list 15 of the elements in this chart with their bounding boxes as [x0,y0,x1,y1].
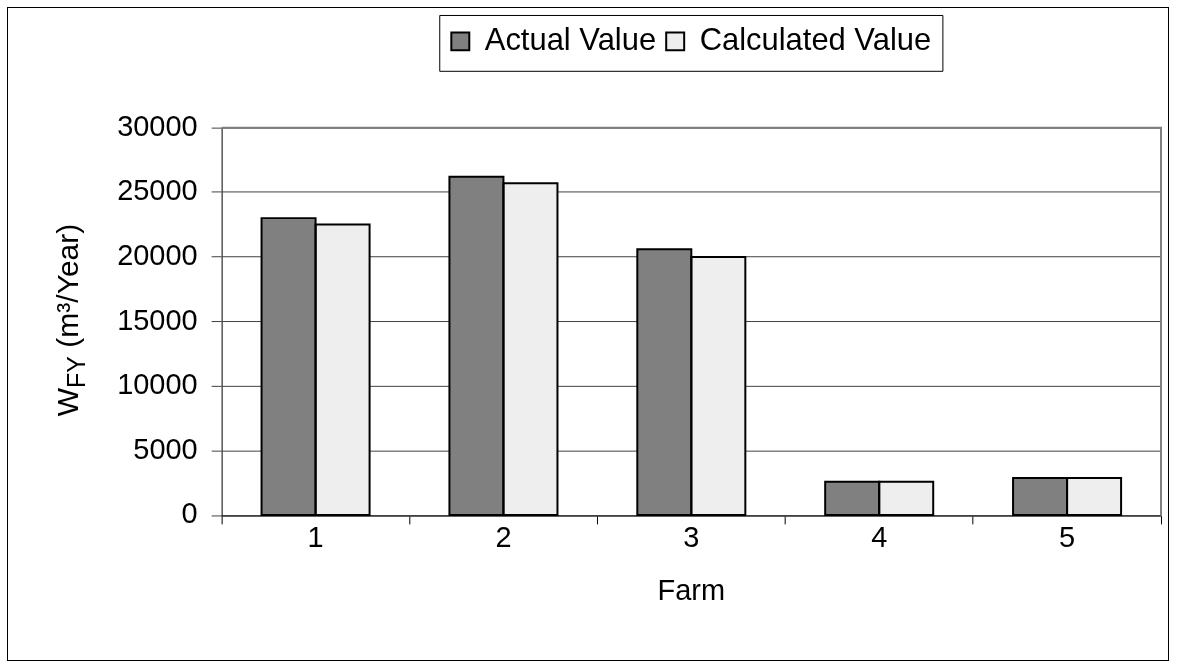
y-tick-label: 15000 [117,303,198,336]
x-tick-label: 2 [495,520,512,553]
x-axis-title: Farm [657,573,726,606]
x-tick-label: 4 [871,520,888,553]
y-tick-label: 30000 [117,109,198,142]
y-tick-label: 5000 [133,432,198,465]
x-tick-label: 5 [1059,520,1076,553]
x-tick-label: 3 [683,520,700,553]
y-tick-label: 25000 [117,174,198,207]
legend-label: Actual Value [484,21,657,57]
y-tick-label: 10000 [117,368,198,401]
y-tick-label: 0 [181,497,198,530]
legend-label: Calculated Value [699,21,932,57]
x-tick-label: 1 [307,520,324,553]
y-tick-label: 20000 [117,238,198,271]
